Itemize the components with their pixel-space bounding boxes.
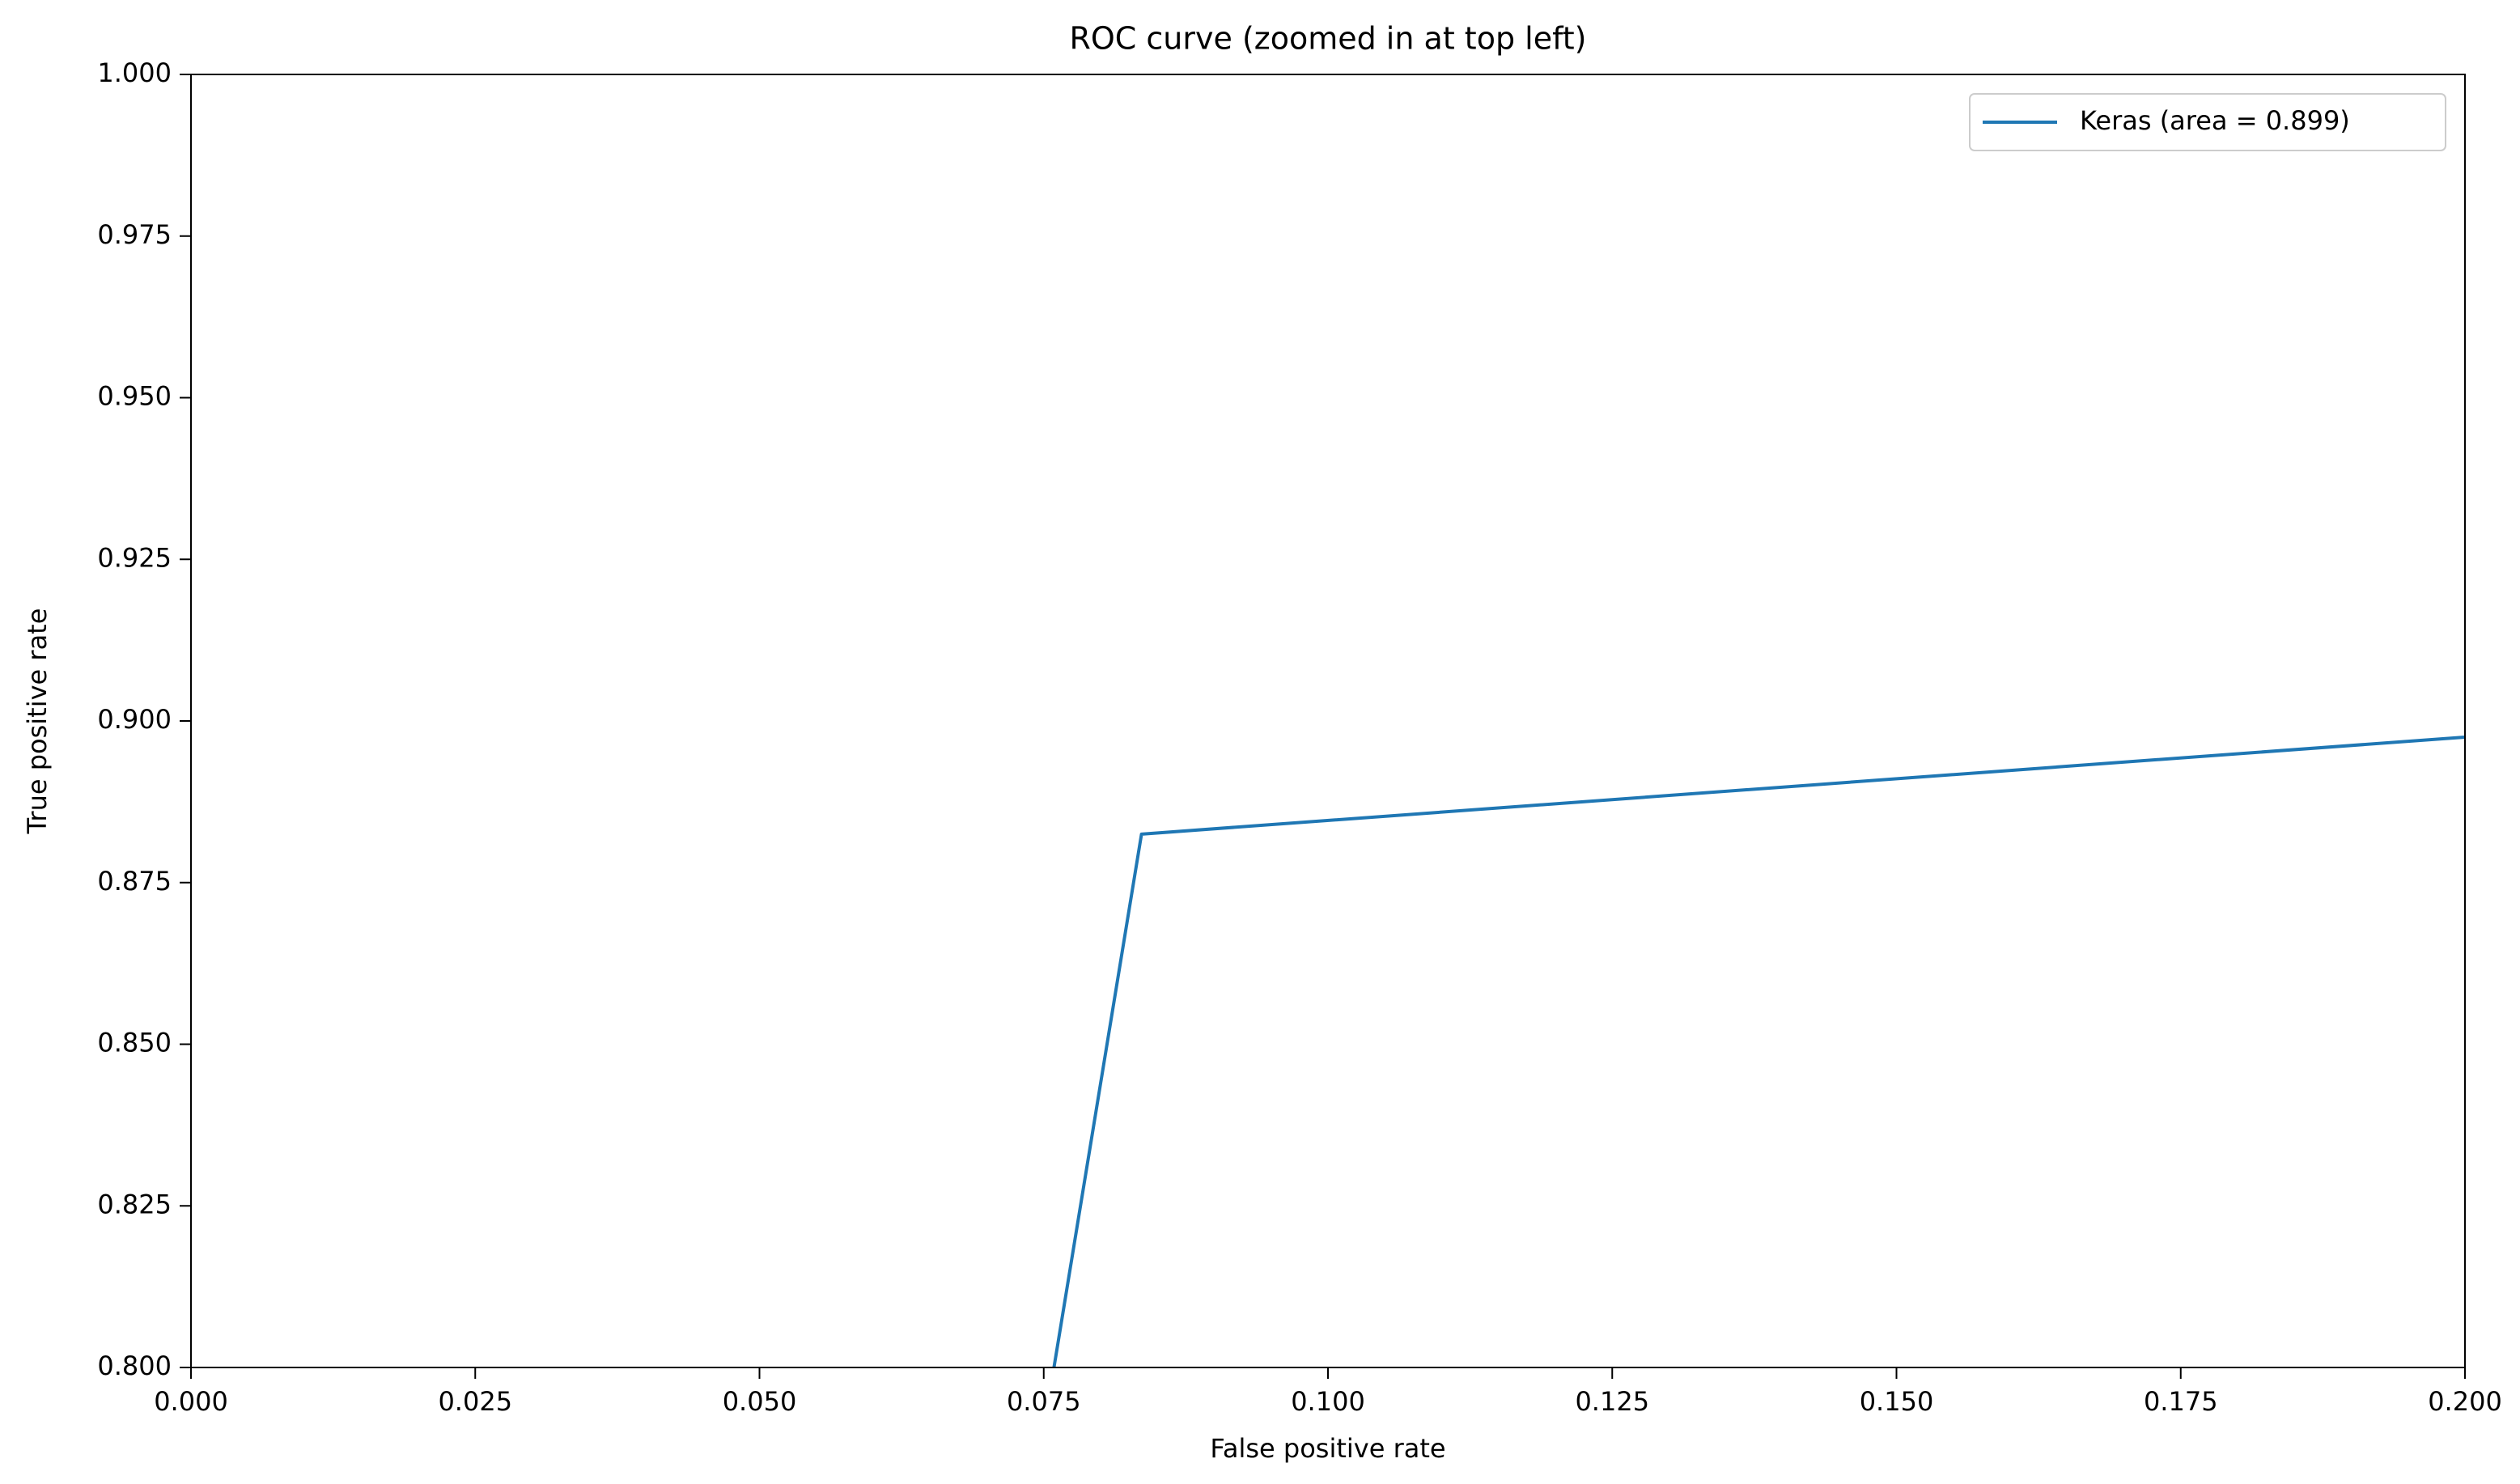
y-tick-label: 0.975 (97, 219, 172, 250)
y-tick-label: 0.900 (97, 704, 172, 735)
x-tick-label: 0.075 (1007, 1386, 1081, 1417)
y-tick-label: 0.850 (97, 1028, 172, 1058)
y-axis-label: True positive rate (22, 608, 53, 835)
legend-label: Keras (area = 0.899) (2080, 105, 2350, 136)
x-tick-label: 0.025 (438, 1386, 512, 1417)
axes-frame (190, 74, 2466, 1368)
y-tick-label: 0.925 (97, 542, 172, 573)
x-tick-label: 0.175 (2144, 1386, 2218, 1417)
x-tick-label: 0.125 (1575, 1386, 1649, 1417)
x-tick-label: 0.050 (723, 1386, 797, 1417)
y-tick-label: 0.950 (97, 381, 172, 412)
x-tick-label: 0.150 (1860, 1386, 1934, 1417)
legend-box (1969, 93, 2446, 151)
line-series (1052, 735, 2465, 1367)
y-tick-label: 1.000 (97, 57, 172, 88)
y-tick-label: 0.800 (97, 1350, 172, 1381)
y-tick-label: 0.875 (97, 866, 172, 897)
plot-area (1052, 735, 2465, 1367)
x-axis-label: False positive rate (1210, 1433, 1445, 1464)
x-tick-label: 0.100 (1291, 1386, 1365, 1417)
y-tick-label: 0.825 (97, 1189, 172, 1219)
chart-title: ROC curve (zoomed in at top left) (1069, 21, 1586, 57)
x-tick-label: 0.200 (2428, 1386, 2502, 1417)
x-tick-label: 0.000 (154, 1386, 228, 1417)
